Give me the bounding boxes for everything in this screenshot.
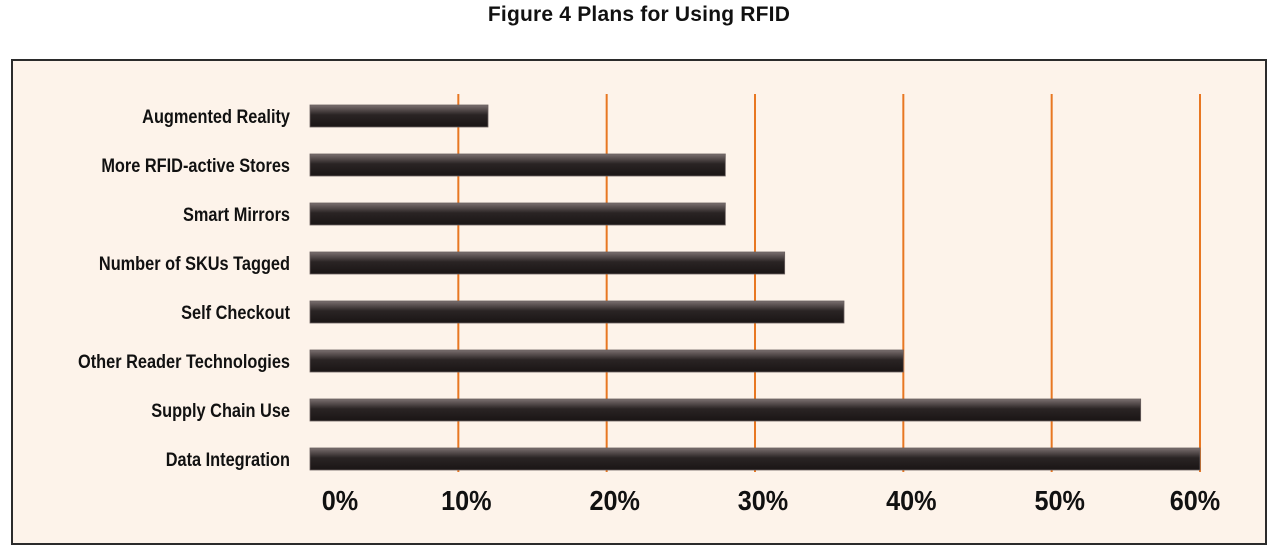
category-labels: Augmented Reality More RFID-active Stores… — [78, 106, 290, 470]
category-label: Smart Mirrors — [183, 204, 290, 225]
x-tick-label: 30% — [738, 485, 788, 517]
x-tick-label: 0% — [322, 485, 358, 517]
bar — [309, 447, 1201, 471]
bar — [309, 300, 845, 324]
bar — [309, 104, 489, 128]
bar — [309, 349, 904, 373]
bar — [309, 153, 726, 177]
category-label: Data Integration — [166, 449, 290, 470]
bar — [309, 251, 786, 275]
x-tick-labels: 0% 10% 20% 30% 40% 50% 60% — [322, 485, 1220, 517]
category-label: Number of SKUs Tagged — [99, 253, 290, 274]
x-tick-label: 20% — [589, 485, 639, 517]
chart-title: Figure 4 Plans for Using RFID — [487, 3, 791, 26]
x-tick-label: 40% — [886, 485, 936, 517]
x-tick-label: 10% — [441, 485, 491, 517]
x-tick-label: 60% — [1170, 485, 1220, 517]
bar — [309, 398, 1142, 422]
bar — [309, 202, 726, 226]
x-tick-label: 50% — [1034, 485, 1084, 517]
category-label: Augmented Reality — [142, 106, 290, 127]
bars — [309, 104, 1201, 471]
category-label: Self Checkout — [181, 302, 290, 323]
category-label: Other Reader Technologies — [78, 351, 290, 372]
category-label: More RFID-active Stores — [101, 155, 290, 176]
category-label: Supply Chain Use — [151, 400, 290, 421]
